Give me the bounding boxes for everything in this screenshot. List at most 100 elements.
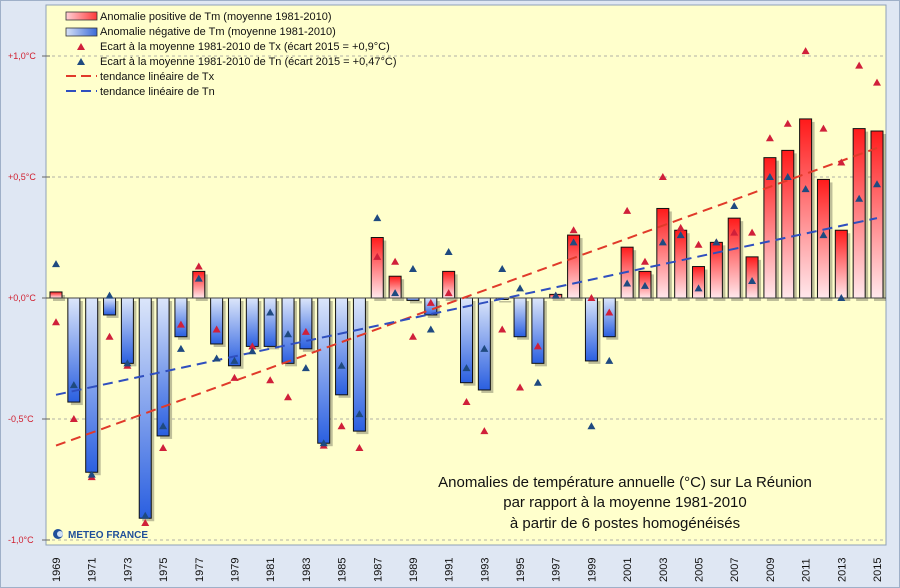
legend-tx-triangle-icon [77,43,85,50]
y-tick-label: +1,0°C [8,51,36,61]
bar-1983 [299,297,313,350]
bar-2012 [816,178,830,299]
tx-marker [605,308,614,316]
tx-marker [819,124,828,132]
tx-marker [444,289,453,297]
x-tick-label: 1999 [586,558,598,582]
bar-shadow [499,301,512,303]
bar-1999 [584,297,598,362]
meteo-france-logo: METEO FRANCE [53,529,148,541]
bar-1996 [531,297,545,364]
tn-marker [498,264,507,272]
tn-marker [480,344,489,352]
y-tick-label: -1,0°C [8,535,34,545]
y-tick-label: +0,5°C [8,172,36,182]
tx-marker [212,325,221,333]
tx-marker [337,422,346,430]
tn-marker [230,356,239,364]
tn-marker [533,378,542,386]
legend-label: tendance linéaire de Tx [100,71,215,83]
x-tick-label: 1989 [408,558,420,582]
bar-shadow [552,297,565,301]
tn-marker [69,381,78,389]
tn-marker [87,470,96,478]
tn-marker [837,294,846,301]
tx-marker [194,262,203,270]
tn-marker [730,202,739,210]
tn-marker [819,231,828,239]
legend-swatch-positive [65,11,98,21]
x-tick-label: 2009 [765,558,777,582]
x-tick-label: 1973 [122,558,134,582]
tx-marker [462,398,471,406]
bar-1985 [335,297,349,396]
tn-marker [516,284,525,292]
gridlines [46,55,886,541]
legend-label: Anomalie positive de Tm (moyenne 1981-20… [100,11,332,23]
bar-1973 [120,297,134,364]
bar-2011 [799,118,813,299]
x-tick-label: 1969 [51,558,63,582]
tn-marker [105,291,114,299]
tx-marker [266,376,275,384]
tn-marker [605,356,614,364]
tn-marker [855,194,864,202]
tn-marker [355,410,364,418]
tx-marker [141,519,150,527]
tn-marker [319,439,328,447]
tn-marker [765,173,774,180]
x-tick-label: 1977 [194,558,206,582]
x-tick-label: 1997 [551,558,563,582]
tn-marker [176,344,185,352]
tx-marker [801,47,810,55]
legend-swatch-negative [65,27,98,37]
tn-marker [212,354,221,362]
tx-marker [676,223,685,231]
tx-marker [159,444,168,452]
x-tick-label: 1991 [444,558,456,582]
trend-line-tn [55,217,878,396]
tx-marker [230,373,239,381]
tn-marker [248,347,257,355]
tn-marker [301,364,310,372]
legend-label: tendance linéaire de Tn [100,86,215,98]
annotation-line-2: par rapport à la moyenne 1981-2010 [503,494,747,511]
tn-marker [123,359,132,367]
tn-marker [569,238,578,246]
tn-marker [873,180,881,188]
x-tick-label: 1987 [372,558,384,582]
bar-1984 [317,297,331,444]
tx-marker [408,332,417,340]
annotation-line-1: Anomalies de température annuelle (°C) s… [438,474,812,491]
tn-marker [748,277,757,285]
trend-line-tx [55,147,878,447]
tx-marker [105,332,114,340]
bar-1978 [210,297,224,345]
legend-tn-triangle-icon [77,58,85,65]
logo-text: METEO FRANCE [68,530,148,541]
tx-marker [391,257,400,265]
tx-marker [658,173,667,180]
trend-lines [55,147,878,447]
legend: Anomalie positive de Tm (moyenne 1981-20… [65,11,397,98]
tn-marker [194,274,203,282]
x-axis: 1969 1971 1973 1975 1977 1979 1981 1983 1985 1987… [51,558,884,582]
x-tick-label: 2013 [836,558,848,582]
tn-marker [373,214,382,222]
bar-1993 [477,297,491,391]
bar-2003 [656,207,670,299]
tn-marker [623,279,632,287]
tx-marker [730,228,739,236]
tx-marker [498,325,507,333]
legend-label: Ecart à la moyenne 1981-2010 de Tx (écar… [100,41,390,53]
tn-marker [444,248,453,256]
bar-1976 [174,297,188,338]
tx-marker [516,383,525,391]
x-tick-label: 1975 [158,558,170,582]
tx-marker [480,427,489,435]
tx-marker [694,240,703,248]
bar-1987 [370,237,384,299]
tx-marker [355,444,364,452]
tx-marker [640,257,649,265]
tx-marker [765,134,774,142]
